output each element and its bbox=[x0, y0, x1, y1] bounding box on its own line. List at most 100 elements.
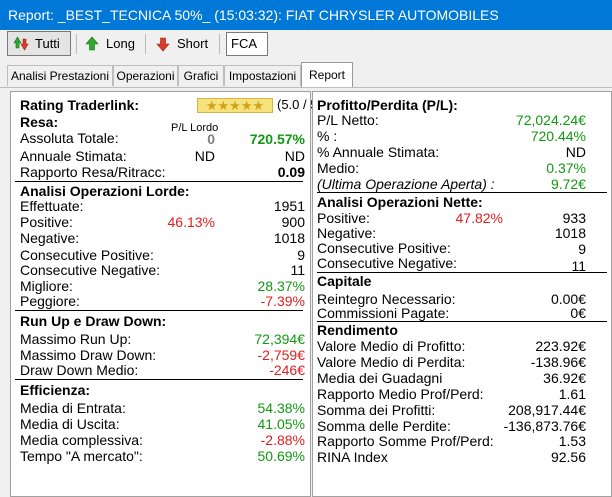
media-guadagni-value: 36.92€ bbox=[543, 370, 586, 386]
tempo-mercato-value: 50.69% bbox=[257, 448, 305, 464]
pl-lordo-label: P/L Lordo bbox=[171, 122, 219, 134]
tutti-button[interactable]: Tutti bbox=[7, 31, 71, 56]
nette-consecutive-negative-value: 11 bbox=[571, 258, 586, 274]
star-icon: ★ bbox=[217, 98, 230, 113]
pct-annuale-value: ND bbox=[565, 144, 586, 160]
somma-perdite-label: Somma delle Perdite: bbox=[317, 418, 451, 434]
right-report-panel: Profitto/Perdita (P/L): P/L Netto: 72,02… bbox=[312, 91, 612, 497]
commissioni-label: Commissioni Pagate: bbox=[317, 305, 450, 321]
valore-medio-profitto-label: Valore Medio di Profitto: bbox=[317, 338, 466, 354]
valore-medio-profitto-value: 223.92€ bbox=[535, 338, 586, 354]
somma-profitti-value: 208,917.44€ bbox=[508, 402, 586, 418]
tab-divider bbox=[0, 87, 612, 88]
capitale-title: Capitale bbox=[317, 273, 372, 289]
resa-title: Resa: bbox=[20, 114, 59, 130]
media-uscita-value: 41.05% bbox=[257, 416, 305, 432]
symbol-field[interactable]: FCA bbox=[226, 32, 268, 56]
rapporto-medio-label: Rapporto Medio Prof/Perd: bbox=[317, 386, 484, 402]
rina-index-label: RINA Index bbox=[317, 449, 388, 465]
media-entrata-label: Media di Entrata: bbox=[20, 400, 126, 416]
nette-positive-value: 933 bbox=[562, 210, 586, 226]
medio-value: 0.37% bbox=[546, 160, 586, 176]
migliore-value: 28.37% bbox=[257, 278, 305, 294]
toolbar: Tutti Long Short FCA bbox=[0, 30, 612, 58]
effettuate-value: 1951 bbox=[273, 198, 305, 214]
window-title: Report: _BEST_TECNICA 50%_ (15:03:32): F… bbox=[0, 0, 612, 30]
valore-medio-perdita-label: Valore Medio di Perdita: bbox=[317, 354, 466, 370]
rapporto-somme-value: 1.53 bbox=[558, 433, 586, 449]
peggiore-label: Peggiore: bbox=[20, 293, 80, 309]
short-button[interactable]: Short bbox=[155, 31, 215, 56]
positive-pct: 46.13% bbox=[167, 214, 215, 230]
reintegro-value: 0.00€ bbox=[550, 291, 586, 307]
nette-negative-value: 1018 bbox=[554, 225, 586, 241]
ultima-operazione-label: (Ultima Operazione Aperta) : bbox=[317, 176, 495, 192]
nette-negative-label: Negative: bbox=[317, 225, 377, 241]
profitto-title: Profitto/Perdita (P/L): bbox=[317, 97, 458, 113]
consecutive-positive-label: Consecutive Positive: bbox=[20, 247, 154, 263]
down-arrow-icon bbox=[155, 35, 171, 53]
section-divider bbox=[317, 272, 607, 273]
pl-netto-value: 72,024.24€ bbox=[515, 112, 586, 128]
draw-down-medio-label: Draw Down Medio: bbox=[20, 362, 139, 378]
rapporto-medio-value: 1.61 bbox=[558, 386, 586, 402]
positive-value: 900 bbox=[281, 214, 305, 230]
short-label: Short bbox=[177, 36, 209, 51]
nette-positive-pct: 47.82% bbox=[455, 210, 503, 226]
positive-label: Positive: bbox=[20, 214, 73, 230]
section-divider bbox=[15, 379, 303, 380]
media-complessiva-value: -2.88% bbox=[260, 432, 305, 448]
valore-medio-perdita-value: -138.96€ bbox=[530, 354, 586, 370]
rina-index-value: 92.56 bbox=[550, 449, 586, 465]
assoluta-zero-value: 0 bbox=[207, 131, 215, 147]
draw-down-medio-value: -246€ bbox=[269, 362, 305, 378]
medio-label: Medio: bbox=[317, 160, 360, 176]
rapporto-resa-label: Rapporto Resa/Ritracc: bbox=[20, 164, 166, 180]
assoluta-totale-value: 720.57% bbox=[249, 131, 305, 147]
ultima-operazione-value: 9.72€ bbox=[550, 176, 586, 192]
nette-title: Analisi Operazioni Nette: bbox=[317, 194, 483, 210]
section-divider bbox=[317, 321, 607, 322]
consecutive-negative-label: Consecutive Negative: bbox=[20, 262, 161, 278]
rating-label: Rating Traderlink: bbox=[20, 97, 140, 113]
massimo-run-up-value: 72,394€ bbox=[254, 331, 305, 347]
tab-analisi-prestazioni[interactable]: Analisi Prestazioni bbox=[7, 65, 113, 86]
tempo-mercato-label: Tempo "A mercato": bbox=[20, 448, 143, 464]
media-entrata-value: 54.38% bbox=[257, 400, 305, 416]
toolbar-separator bbox=[145, 34, 146, 54]
massimo-draw-down-label: Massimo Draw Down: bbox=[20, 347, 157, 363]
consecutive-negative-value: 11 bbox=[290, 262, 305, 278]
nette-positive-label: Positive: bbox=[317, 210, 370, 226]
commissioni-value: 0€ bbox=[570, 305, 586, 321]
negative-label: Negative: bbox=[20, 230, 80, 246]
rendimento-title: Rendimento bbox=[317, 322, 398, 338]
tab-impostazioni[interactable]: Impostazioni bbox=[224, 65, 301, 86]
section-divider bbox=[15, 181, 303, 182]
tab-grafici[interactable]: Grafici bbox=[178, 65, 224, 86]
long-button[interactable]: Long bbox=[84, 31, 140, 56]
pl-netto-label: P/L Netto: bbox=[317, 112, 379, 128]
media-guadagni-label: Media dei Guadagni bbox=[317, 370, 443, 386]
migliore-label: Migliore: bbox=[20, 278, 73, 294]
somma-profitti-label: Somma dei Profitti: bbox=[317, 402, 436, 418]
toolbar-separator bbox=[219, 34, 220, 54]
up-down-arrows-icon bbox=[13, 35, 29, 53]
annuale-stimata-value-a: ND bbox=[194, 148, 215, 164]
tab-operazioni[interactable]: Operazioni bbox=[113, 65, 178, 86]
long-label: Long bbox=[106, 36, 135, 51]
runup-title: Run Up e Draw Down: bbox=[20, 313, 167, 329]
tab-report[interactable]: Report bbox=[301, 62, 353, 87]
efficienza-title: Efficienza: bbox=[20, 382, 91, 398]
left-report-panel: Rating Traderlink: ★ ★ ★ ★ ★ (5.0 / 5) R… bbox=[10, 91, 322, 497]
toolbar-separator bbox=[76, 34, 77, 54]
rapporto-resa-value: 0.09 bbox=[277, 164, 305, 180]
pct-label: % : bbox=[317, 128, 338, 144]
media-uscita-label: Media di Uscita: bbox=[20, 416, 120, 432]
lorde-title: Analisi Operazioni Lorde: bbox=[20, 183, 190, 199]
up-arrow-icon bbox=[84, 35, 100, 53]
peggiore-value: -7.39% bbox=[260, 293, 305, 309]
star-icon: ★ bbox=[229, 98, 241, 113]
rapporto-somme-label: Rapporto Somme Prof/Perd: bbox=[317, 433, 494, 449]
rating-value: (5.0 / 5) bbox=[277, 97, 322, 112]
section-divider bbox=[317, 192, 607, 193]
